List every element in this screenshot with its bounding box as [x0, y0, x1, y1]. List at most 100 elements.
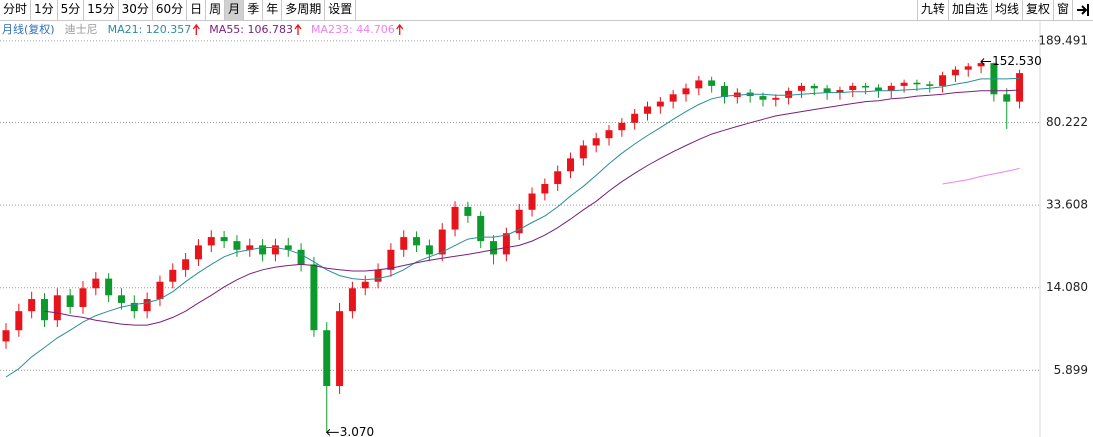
candle-body	[862, 85, 870, 88]
candle-body	[836, 90, 844, 93]
low-label: 3.070	[340, 425, 374, 437]
candle-body	[438, 229, 446, 255]
candle-body	[926, 84, 934, 86]
candle-body	[618, 122, 626, 131]
candle-body	[849, 85, 857, 91]
candle-body	[554, 171, 562, 184]
candle-body	[567, 158, 575, 172]
candle-body	[194, 245, 202, 260]
toolbar-button[interactable]: 周	[206, 0, 226, 20]
candle-body	[913, 82, 921, 85]
toolbar-button[interactable]: 1分	[31, 0, 58, 20]
toolbar-button[interactable]: 复权	[1021, 0, 1053, 20]
legend-entry: 迪士尼	[65, 23, 98, 36]
candle-body	[130, 302, 138, 312]
chart: 189.491 80.222 33.608 14.080 5.899 月线(复权) 迪士尼 M…	[0, 21, 1088, 437]
tool-buttons: 九转 加自选 均线 复权窗	[916, 0, 1093, 20]
candle-body	[464, 206, 472, 216]
candle-body	[490, 241, 498, 255]
toolbar-button[interactable]: 九转	[916, 0, 948, 20]
candle-body	[271, 245, 279, 255]
candle-body	[579, 145, 587, 159]
candle-body	[2, 330, 10, 342]
toolbar-button[interactable]: 月	[225, 0, 245, 20]
high-label: 152.530	[992, 54, 1042, 68]
candle-body	[246, 245, 254, 250]
candle-body	[233, 241, 241, 250]
candle-body	[964, 66, 972, 70]
candle-body	[772, 97, 780, 100]
candle-body	[541, 183, 549, 194]
ma-line	[942, 167, 1020, 185]
toolbar-button[interactable]: 多周期	[282, 0, 326, 20]
candle-body	[336, 311, 344, 387]
candle-body	[220, 237, 228, 242]
exit-icon[interactable]	[1072, 0, 1093, 20]
candle-body	[477, 215, 485, 242]
candle-body	[53, 295, 61, 321]
period-buttons: 分时 1分 5分 15分 30分 60分日周月季年多周期 设置	[0, 0, 357, 20]
candle-body	[284, 245, 292, 250]
toolbar-button[interactable]: 设置	[325, 0, 357, 20]
candle-body	[644, 106, 651, 114]
toolbar-button[interactable]: 5分	[58, 0, 85, 20]
legend-entry: 月线(复权)	[2, 22, 55, 36]
candle-body	[874, 87, 882, 91]
candle-body	[66, 295, 74, 307]
toolbar-button[interactable]: 15分	[84, 0, 119, 20]
candle-body	[759, 96, 767, 100]
candle-body	[169, 269, 177, 282]
candle-body	[28, 299, 36, 312]
candle-body	[631, 113, 639, 123]
toolbar-button[interactable]: 60分	[153, 0, 188, 20]
candle-body	[105, 278, 113, 296]
legend-entry: MA55: 106.783	[209, 23, 293, 36]
candle-body	[1016, 73, 1024, 102]
candle-body	[939, 75, 947, 86]
y-tick-label: 189.491	[1038, 33, 1088, 47]
toolbar-button[interactable]: 季	[244, 0, 264, 20]
candle-body	[413, 237, 421, 246]
candle-body	[708, 80, 716, 86]
candle-body	[387, 249, 395, 270]
candle-body	[977, 63, 985, 67]
toolbar-button[interactable]: 分时	[0, 0, 32, 20]
candle-body	[361, 281, 369, 289]
candle-body	[951, 69, 959, 76]
candle-body	[259, 245, 267, 255]
candle-body	[900, 82, 908, 86]
candle-body	[695, 80, 703, 89]
candle-body	[528, 193, 536, 210]
legend-arrow	[294, 23, 302, 35]
candle-body	[348, 288, 356, 312]
toolbar-button[interactable]: 日	[187, 0, 207, 20]
candle-body	[207, 237, 215, 246]
ma-line	[44, 89, 1020, 326]
candle-body	[515, 209, 523, 234]
candle-body	[669, 94, 677, 102]
candle-body	[40, 299, 48, 321]
y-tick-label: 33.608	[1046, 198, 1088, 212]
toolbar: 分时 1分 5分 15分 30分 60分日周月季年多周期 设置 九转 加自选 均线 复权窗	[0, 0, 1093, 21]
candle-body	[502, 233, 510, 255]
candle-body	[823, 88, 831, 93]
toolbar-button[interactable]: 加自选	[947, 0, 991, 20]
candle-body	[810, 85, 818, 89]
candle-body	[785, 90, 793, 98]
y-tick-label: 5.899	[1054, 363, 1088, 377]
candle-body	[451, 206, 459, 230]
toolbar-button[interactable]: 年	[263, 0, 283, 20]
candle-body	[797, 85, 805, 91]
candle-body	[400, 237, 408, 250]
ma-line	[5, 77, 1020, 378]
legend-entry: MA233: 44.706	[311, 23, 395, 36]
y-tick-label: 14.080	[1046, 280, 1088, 294]
candle-body	[592, 138, 600, 146]
toolbar-button[interactable]: 30分	[119, 0, 153, 20]
toolbar-button[interactable]: 窗	[1052, 0, 1072, 20]
toolbar-button[interactable]: 均线	[990, 0, 1022, 20]
candle-body	[92, 278, 100, 289]
candle-body	[143, 299, 151, 312]
candle-body	[79, 288, 87, 307]
